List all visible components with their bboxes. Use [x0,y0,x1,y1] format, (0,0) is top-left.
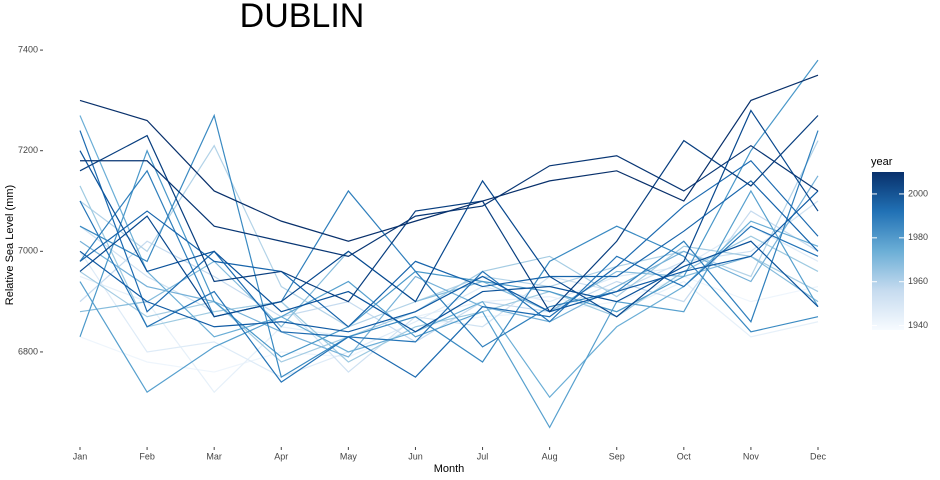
chart-title: DUBLIN [240,0,365,35]
series-line [79,210,819,343]
x-tick-label: Apr [274,451,288,461]
x-tick-label: Aug [542,451,558,461]
x-tick-label: Jun [408,451,423,461]
series-line [79,190,819,333]
x-tick-label: Feb [139,451,155,461]
colorbar [872,172,904,330]
colorbar-label: 1940 [908,320,928,330]
legend-title: year [871,156,893,168]
series-line [79,113,819,379]
series-line [79,150,819,333]
x-tick-label: Dec [810,451,827,461]
x-tick-label: Mar [206,451,222,461]
y-tick-label: 7200 [18,145,38,155]
colorbar-label: 1980 [908,232,928,242]
colorbar-label: 1960 [908,276,928,286]
series-line [80,144,819,257]
x-tick-label: Nov [743,451,760,461]
series-line [79,185,819,363]
x-axis-label: Month [434,463,465,475]
series-line [79,189,819,429]
series-line [79,115,819,399]
x-tick-label: May [340,451,358,461]
y-tick-label: 7400 [18,44,38,54]
series-line [79,180,819,328]
series-line [79,130,819,348]
series-line [79,200,819,383]
series-line [79,74,819,242]
series-line [79,109,819,318]
y-tick-label: 6800 [18,346,38,356]
x-tick-label: Sep [609,451,625,461]
y-tick-label: 7000 [18,246,38,256]
series-line [79,130,819,378]
x-tick-label: Jul [477,451,489,461]
x-tick-label: Oct [677,451,692,461]
colorbar-label: 2000 [908,188,928,198]
x-tick-label: Jan [73,451,88,461]
y-axis-label: Relative Sea Level (mm) [4,185,16,305]
series-line [79,115,819,313]
series-line [79,200,819,373]
